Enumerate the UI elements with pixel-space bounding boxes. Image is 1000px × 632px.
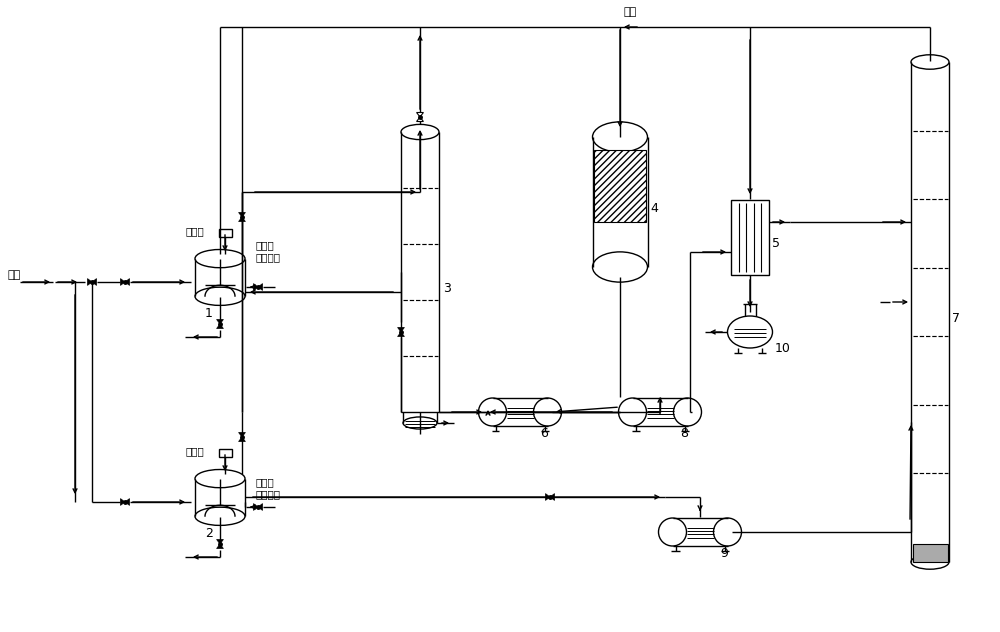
Polygon shape [239,437,245,442]
Polygon shape [546,494,550,501]
Polygon shape [550,494,554,501]
Bar [218,449,232,457]
Polygon shape [254,284,258,291]
Polygon shape [258,504,262,511]
Bar [218,229,232,237]
Polygon shape [417,112,423,117]
Text: 催化剂: 催化剂 [185,446,204,456]
Polygon shape [258,284,262,291]
Text: 氧气: 氧气 [623,7,636,17]
Polygon shape [88,279,92,286]
Text: 8: 8 [680,427,688,440]
Text: 脂肪酸
或其酰氯: 脂肪酸 或其酰氯 [255,240,280,262]
Bar [731,200,769,274]
Polygon shape [239,217,245,221]
Polygon shape [398,327,404,332]
Text: 1: 1 [205,307,213,320]
Polygon shape [217,544,223,549]
Text: 3: 3 [443,282,451,295]
Polygon shape [120,279,125,286]
Polygon shape [125,279,130,286]
Bar [594,150,646,221]
Polygon shape [417,117,423,121]
Bar [912,544,948,562]
Text: 6: 6 [540,427,548,440]
Text: 2: 2 [205,527,213,540]
Text: 脂肪酸
或其酰氯: 脂肪酸 或其酰氯 [255,477,280,499]
Text: 催化剂: 催化剂 [185,226,204,236]
Polygon shape [254,504,258,511]
Polygon shape [120,499,125,506]
Text: 10: 10 [775,342,791,355]
Text: 氯气: 氯气 [8,270,21,280]
Text: 9: 9 [720,547,728,560]
Polygon shape [398,332,404,336]
Polygon shape [239,212,245,217]
Polygon shape [217,320,223,324]
Text: 4: 4 [650,202,658,215]
Polygon shape [217,324,223,329]
Polygon shape [217,540,223,544]
Polygon shape [125,499,130,506]
Text: 5: 5 [772,237,780,250]
Polygon shape [239,432,245,437]
Polygon shape [92,279,96,286]
Text: 7: 7 [952,312,960,325]
